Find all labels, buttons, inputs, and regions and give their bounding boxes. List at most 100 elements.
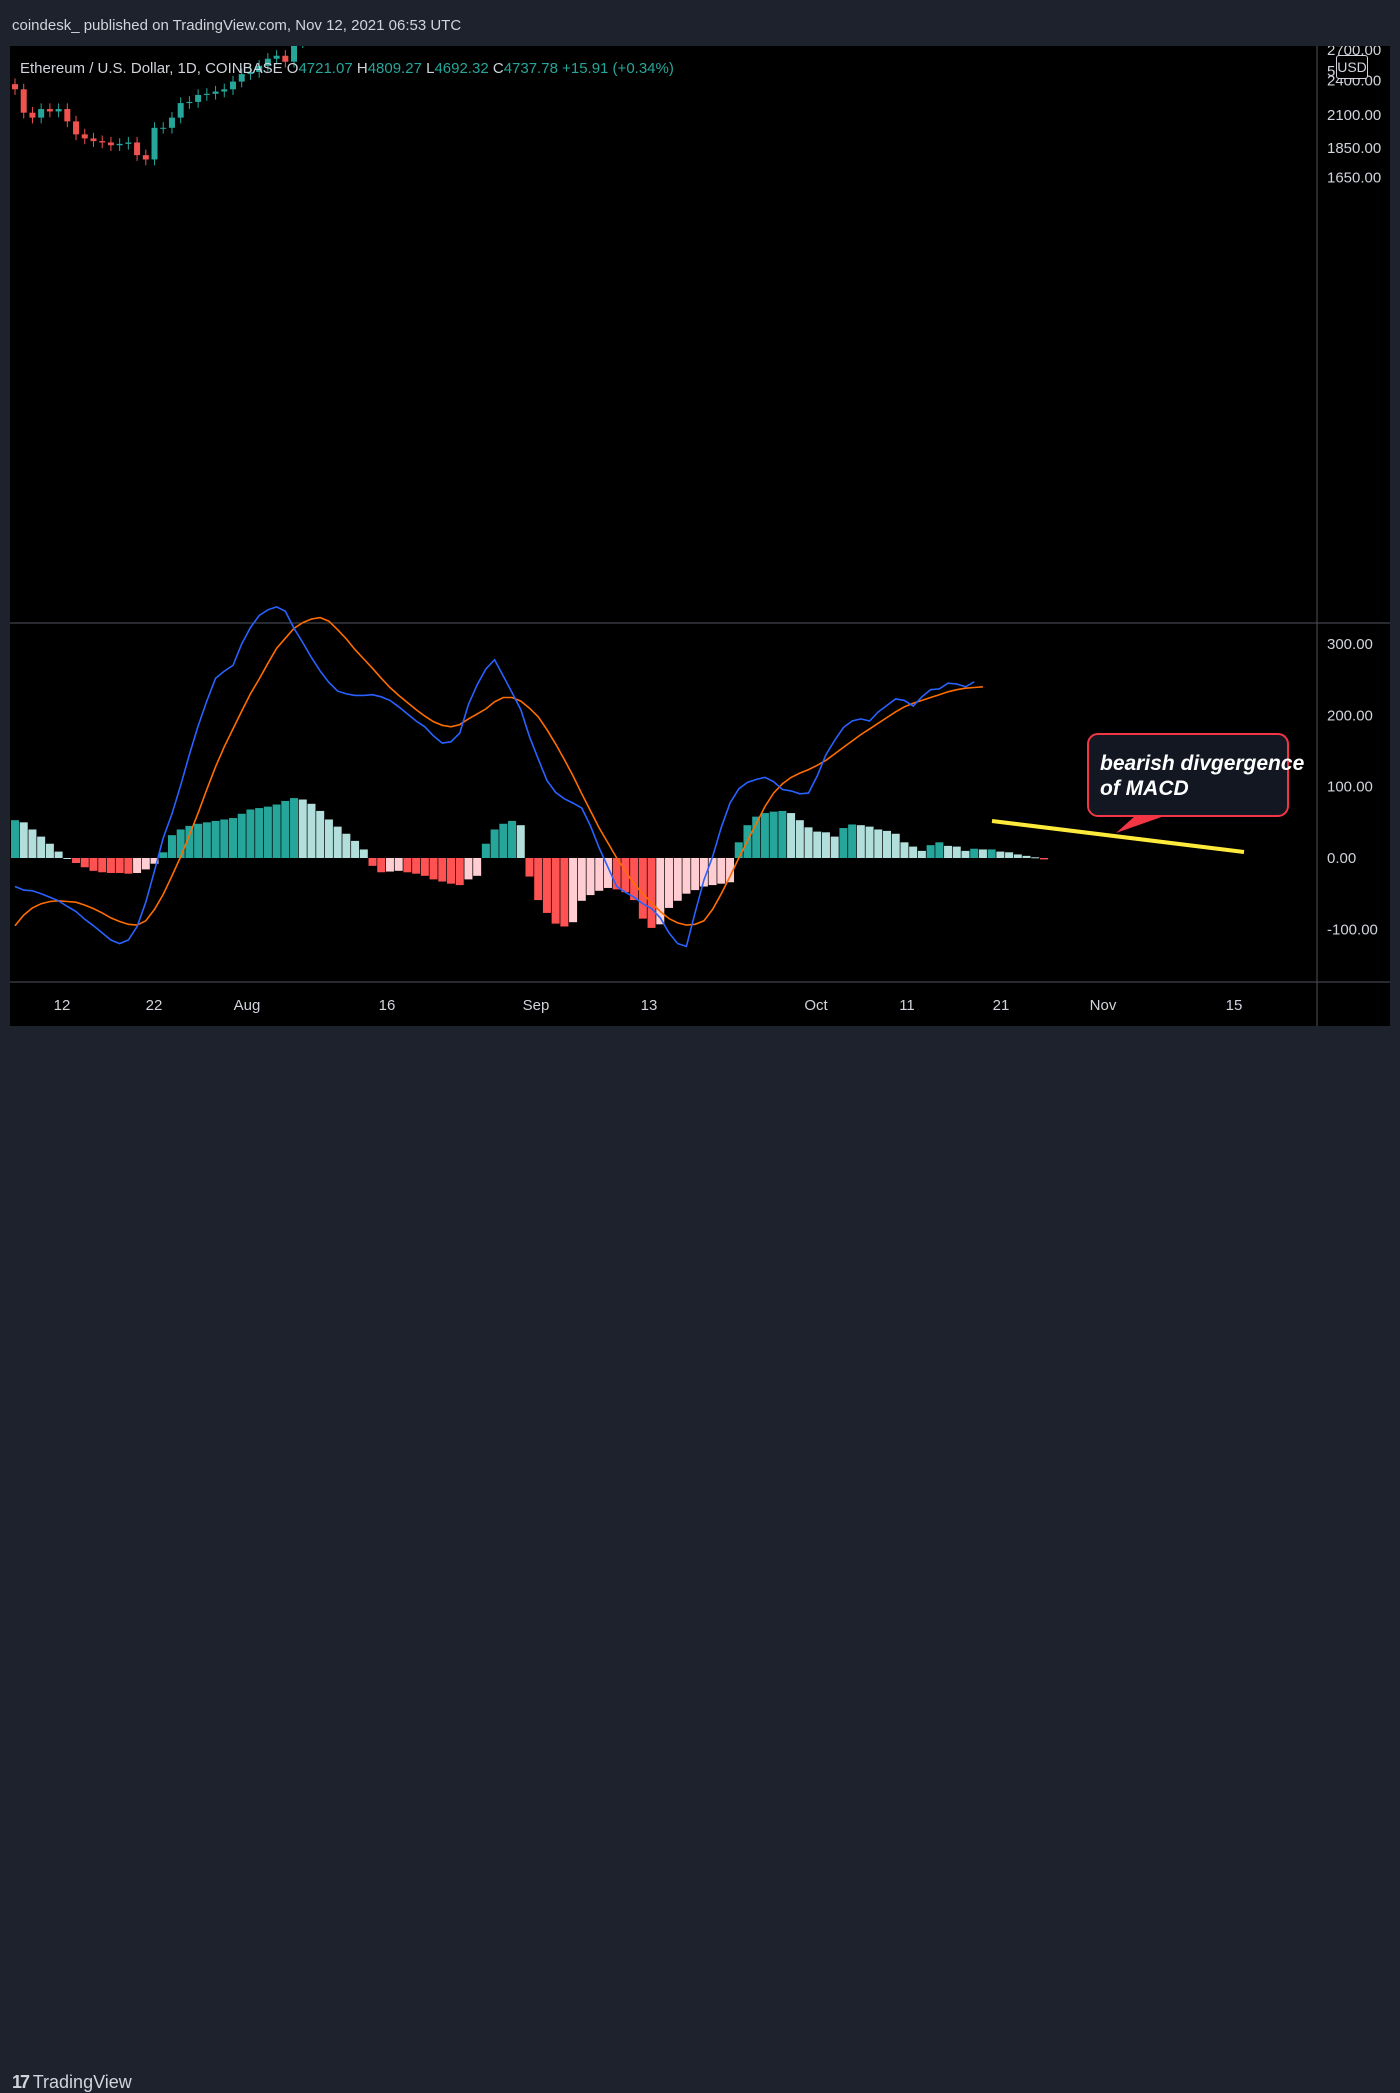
macd-histogram-bar xyxy=(106,858,115,873)
macd-histogram-bar xyxy=(19,822,28,858)
macd-tick-label: 300.00 xyxy=(1327,636,1373,653)
macd-histogram-bar xyxy=(324,819,333,858)
macd-histogram-bar xyxy=(752,816,761,858)
macd-histogram-bar xyxy=(115,858,124,873)
macd-histogram-bar xyxy=(490,829,499,858)
macd-histogram-bar xyxy=(28,829,37,858)
candle-body xyxy=(90,138,97,142)
tradingview-logo[interactable]: 17 TradingView xyxy=(12,2072,132,2093)
macd-histogram-bar xyxy=(795,820,804,858)
low-value: 4692.32 xyxy=(434,60,489,77)
top-bar: coindesk_ published on TradingView.com, … xyxy=(0,0,1400,50)
candle-body xyxy=(160,127,167,129)
macd-histogram-bar xyxy=(961,850,970,858)
macd-histogram-bar xyxy=(699,858,708,887)
macd-histogram-bar xyxy=(368,858,377,866)
macd-histogram-bar xyxy=(848,824,857,858)
footer: 17 TradingView xyxy=(0,1030,1400,2092)
candle-body xyxy=(203,93,210,95)
macd-histogram-bar xyxy=(612,858,621,890)
macd-histogram-bar xyxy=(167,835,176,858)
macd-histogram-bar xyxy=(141,858,150,870)
candle-body xyxy=(64,109,71,122)
macd-histogram-bar xyxy=(499,823,508,858)
open-value: 4721.07 xyxy=(298,60,353,77)
high-value: 4809.27 xyxy=(367,60,422,77)
macd-histogram-bar xyxy=(263,806,272,858)
macd-histogram-bar xyxy=(944,845,953,858)
macd-histogram-bar xyxy=(708,858,717,886)
chart-svg[interactable]: 4400.003900.003500.003100.002700.002400.… xyxy=(10,0,1390,1026)
macd-histogram-bar xyxy=(525,858,534,877)
macd-histogram-bar xyxy=(883,830,891,858)
macd-histogram-bar xyxy=(856,825,865,858)
macd-histogram-bar xyxy=(682,858,691,894)
macd-histogram-bar xyxy=(438,858,447,882)
low-label: L xyxy=(426,60,435,77)
candle-body xyxy=(125,142,132,144)
tradingview-logo-icon: 17 xyxy=(12,2072,30,2092)
macd-histogram-bar xyxy=(1013,854,1022,858)
candle-body xyxy=(151,127,158,160)
candle-body xyxy=(99,141,106,143)
chart-area[interactable]: 4400.003900.003500.003100.002700.002400.… xyxy=(10,0,1390,1026)
candle-body xyxy=(81,134,88,139)
candle-body xyxy=(38,109,45,118)
candle-body xyxy=(247,71,254,75)
macd-histogram-bar xyxy=(900,842,909,858)
macd-histogram-bar xyxy=(1022,855,1031,858)
macd-signal-line xyxy=(14,616,983,927)
macd-histogram-bar xyxy=(159,852,168,858)
candle-body xyxy=(107,142,114,146)
annotation-text: bearish divgergence xyxy=(1100,752,1305,775)
macd-histogram-bar xyxy=(194,823,203,858)
macd-histogram-bar xyxy=(229,818,237,858)
currency-button[interactable]: USD xyxy=(1336,55,1368,79)
macd-histogram-bar xyxy=(185,825,194,858)
macd-histogram-bar xyxy=(726,858,735,883)
time-tick-label: 21 xyxy=(993,997,1010,1014)
macd-histogram-bar xyxy=(542,858,551,913)
time-tick-label: Aug xyxy=(234,997,261,1014)
change-value: +15.91 (+0.34%) xyxy=(562,60,674,77)
macd-histogram-bar xyxy=(551,858,560,924)
macd-histogram-bar xyxy=(821,832,830,858)
macd-histogram-bar xyxy=(630,858,639,901)
macd-histogram-bar xyxy=(804,827,813,858)
macd-histogram-bar xyxy=(970,848,979,858)
macd-histogram-bar xyxy=(316,810,325,858)
macd-histogram-bar xyxy=(420,858,429,876)
macd-tick-label: -100.00 xyxy=(1327,921,1378,938)
candle-body xyxy=(177,103,184,118)
macd-histogram-bar xyxy=(481,843,490,858)
macd-histogram-bar xyxy=(359,849,368,858)
symbol-legend: Ethereum / U.S. Dollar, 1D, COINBASE O47… xyxy=(20,60,674,77)
candle-body xyxy=(264,58,271,66)
macd-histogram-bar xyxy=(237,813,246,858)
macd-histogram-bar xyxy=(534,858,543,901)
macd-histogram-bar xyxy=(874,829,883,858)
divergence-trendline[interactable] xyxy=(991,819,1245,854)
macd-histogram-bar xyxy=(586,858,595,896)
macd-histogram-bar xyxy=(952,846,961,858)
macd-line xyxy=(14,606,975,948)
annotation-box[interactable] xyxy=(1087,733,1289,817)
macd-histogram-bar xyxy=(272,804,281,858)
macd-histogram-bar xyxy=(412,858,421,874)
candle-body xyxy=(134,142,141,156)
macd-histogram-bar xyxy=(37,836,46,858)
candle-body xyxy=(142,155,149,160)
macd-tick-label: 100.00 xyxy=(1327,779,1373,796)
macd-histogram-bar xyxy=(133,858,142,873)
macd-histogram-bar xyxy=(830,836,839,858)
macd-histogram-bar xyxy=(220,819,229,858)
macd-histogram-bar xyxy=(516,825,525,858)
candle-body xyxy=(221,89,228,92)
annotation-pointer xyxy=(1116,814,1170,833)
macd-histogram-bar xyxy=(72,858,81,863)
macd-histogram-bar xyxy=(909,846,918,858)
close-value: 4737.78 xyxy=(503,60,558,77)
candle-body xyxy=(282,55,289,62)
macd-histogram-bar xyxy=(673,858,682,901)
macd-histogram-bar xyxy=(385,858,394,872)
